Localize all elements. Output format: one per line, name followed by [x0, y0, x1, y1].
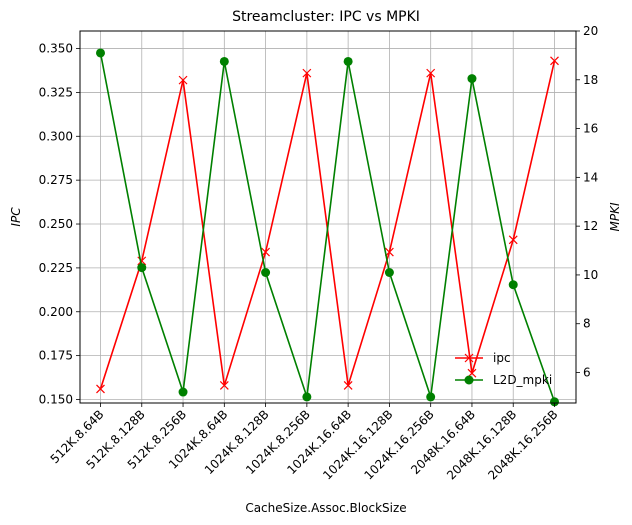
- y-tick-label-right: 18: [583, 73, 598, 87]
- marker-stroke: [426, 68, 436, 78]
- data-point-l2d_mpki: [261, 267, 271, 277]
- y-tick-label-right: 6: [583, 366, 591, 380]
- y-tick-label-left: 0.250: [39, 217, 73, 231]
- y-tick-label-left: 0.350: [39, 42, 73, 56]
- data-point-ipc: [302, 68, 312, 78]
- data-point-l2d_mpki: [178, 387, 188, 397]
- data-point-l2d_mpki: [467, 74, 477, 84]
- data-point-l2d_mpki: [384, 267, 394, 277]
- legend-marker: [464, 353, 474, 363]
- y-tick-label-right: 10: [583, 268, 598, 282]
- y-tick-label-left: 0.150: [39, 392, 73, 406]
- chart-title: Streamcluster: IPC vs MPKI: [232, 9, 420, 25]
- legend-label: L2D_mpki: [493, 373, 552, 387]
- y-tick-label-right: 20: [583, 24, 598, 38]
- data-point-l2d_mpki: [426, 392, 436, 402]
- y-tick-label-left: 0.325: [39, 85, 73, 99]
- x-tick-label: 1024K.16.128B: [320, 407, 395, 482]
- marker-stroke: [550, 56, 559, 66]
- data-point-ipc: [137, 256, 147, 266]
- x-tick-label: 2048K.16.256B: [485, 407, 560, 482]
- x-axis-title: CacheSize.Assoc.BlockSize: [245, 501, 406, 515]
- data-point-ipc: [178, 75, 188, 85]
- marker-stroke: [137, 256, 147, 266]
- y-tick-label-right: 16: [583, 122, 598, 136]
- series-line-l2d_mpki: [99, 52, 556, 403]
- marker-stroke: [343, 381, 353, 390]
- x-tick-label: 2048K.16.128B: [444, 407, 519, 482]
- legend: ipc L2D_mpki: [455, 351, 552, 387]
- marker-stroke: [464, 353, 474, 363]
- y-tick-label-left: 0.200: [39, 305, 73, 319]
- data-point-ipc: [550, 56, 559, 66]
- data-point-ipc: [96, 384, 105, 394]
- data-point-l2d_mpki: [508, 280, 518, 290]
- grid-lines: [80, 31, 576, 403]
- data-point-ipc: [219, 381, 229, 390]
- y-axis-title-right: MPKI: [608, 202, 622, 231]
- data-point-ipc: [343, 381, 353, 390]
- data-point-ipc: [426, 68, 436, 78]
- data-point-ipc: [508, 235, 518, 245]
- data-point-l2d_mpki: [219, 56, 229, 66]
- plot-series: [96, 48, 559, 407]
- y-tick-label-right: 12: [583, 219, 598, 233]
- y-tick-label-left: 0.300: [39, 129, 73, 143]
- marker-stroke: [96, 384, 105, 394]
- marker-stroke: [219, 381, 229, 390]
- data-point-l2d_mpki: [302, 392, 312, 402]
- marker-stroke: [178, 75, 188, 85]
- legend-marker: [464, 375, 474, 385]
- data-point-l2d_mpki: [137, 263, 147, 273]
- data-point-l2d_mpki: [550, 397, 559, 407]
- data-point-l2d_mpki: [343, 56, 353, 66]
- y-tick-label-right: 14: [583, 170, 598, 184]
- marker-stroke: [508, 235, 518, 245]
- y-axis-title-left: IPC: [9, 207, 23, 227]
- y-tick-label-left: 0.275: [39, 173, 73, 187]
- data-point-l2d_mpki: [96, 48, 105, 58]
- marker-stroke: [302, 68, 312, 78]
- y-tick-label-right: 8: [583, 317, 591, 331]
- y-tick-label-left: 0.225: [39, 261, 73, 275]
- plot-frame: [79, 30, 577, 404]
- y-tick-label-left: 0.175: [39, 349, 73, 363]
- legend-label: ipc: [493, 351, 511, 365]
- x-tick-label: 1024K.16.256B: [362, 407, 437, 482]
